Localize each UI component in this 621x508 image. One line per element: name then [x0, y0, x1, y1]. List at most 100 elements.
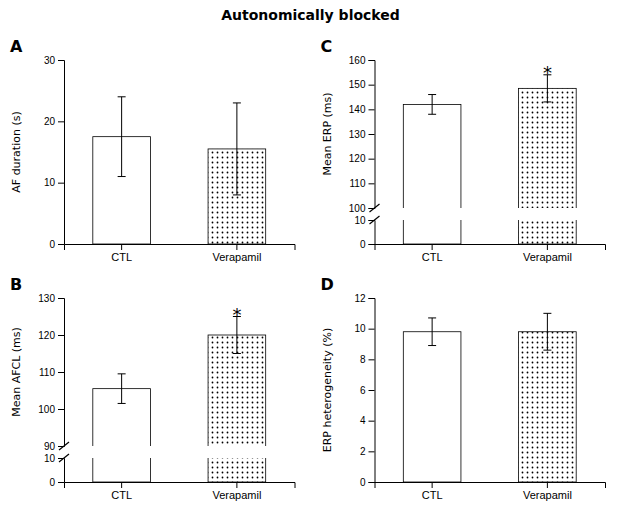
- y-tick-label: 8: [360, 354, 366, 365]
- y-tick-label: 110: [350, 178, 366, 189]
- y-tick-label: 6: [360, 385, 366, 396]
- y-tick-label: 20: [44, 116, 56, 127]
- chart: Autonomically blocked0102030CTLVerapamil…: [0, 0, 621, 508]
- y-tick: 130: [349, 129, 375, 140]
- y-tick-label: 4: [360, 415, 366, 426]
- y-tick-mark: [58, 482, 64, 483]
- y-tick-label: 10: [44, 453, 56, 464]
- y-tick: 30: [44, 55, 64, 66]
- y-tick: 130: [38, 293, 64, 304]
- y-tick-mark: [369, 60, 375, 61]
- panel-label: A: [10, 37, 23, 56]
- x-tick-label: CTL: [422, 489, 443, 501]
- y-axis-line: [369, 299, 376, 483]
- y-tick-mark: [369, 183, 375, 184]
- bar: [403, 220, 461, 244]
- y-tick-mark: [58, 335, 64, 336]
- y-tick: 160: [349, 55, 375, 66]
- x-axis-line: [65, 245, 296, 251]
- y-axis-line: [58, 61, 65, 245]
- error-bar: [428, 318, 436, 346]
- bar: [519, 332, 577, 482]
- plot-area: [93, 97, 266, 244]
- y-axis-line: [58, 459, 65, 483]
- x-tick-label: Verapamil: [523, 489, 572, 501]
- x-tick-mark: [236, 482, 237, 488]
- x-axis-line: [375, 245, 606, 251]
- y-tick-label: 10: [354, 215, 366, 226]
- x-tick-mark: [121, 482, 122, 488]
- x-tick: Verapamil: [523, 482, 572, 501]
- y-tick-label: 100: [349, 203, 366, 214]
- y-tick-mark: [369, 421, 375, 422]
- y-tick-label: 140: [349, 104, 366, 115]
- x-tick: Verapamil: [212, 482, 261, 501]
- y-tick-mark: [369, 85, 375, 86]
- y-axis: 100110120130140150160: [349, 55, 375, 214]
- y-tick-mark: [369, 298, 375, 299]
- y-tick-label: 110: [39, 367, 55, 378]
- panel: 0102030CTLVerapamilAF duration (s)A: [10, 37, 295, 263]
- x-tick: Verapamil: [212, 244, 261, 263]
- axis-break: [370, 204, 380, 212]
- x-tick-label: Verapamil: [212, 489, 261, 501]
- y-tick: 10: [44, 177, 64, 188]
- y-tick: 140: [349, 104, 375, 115]
- y-tick: 110: [39, 367, 64, 378]
- x-axis-line: [65, 483, 296, 489]
- bar: [208, 458, 266, 482]
- y-tick: 4: [360, 415, 375, 426]
- y-tick: 2: [360, 446, 375, 457]
- y-tick: 12: [354, 293, 374, 304]
- y-tick: 0: [360, 239, 375, 250]
- y-axis-title: Mean ERP (ms): [321, 92, 334, 175]
- title: Autonomically blocked: [221, 7, 400, 23]
- x-tick: CTL: [111, 482, 132, 501]
- y-tick: 120: [38, 330, 64, 341]
- y-tick-label: 120: [38, 330, 55, 341]
- y-tick-mark: [369, 390, 375, 391]
- x-axis: CTL Verapamil: [375, 482, 606, 501]
- y-tick-mark: [58, 244, 64, 245]
- y-tick-label: 100: [38, 404, 55, 415]
- x-tick-mark: [547, 482, 548, 488]
- y-tick: 100: [349, 203, 375, 214]
- y-tick-label: 0: [49, 239, 55, 250]
- x-tick: Verapamil: [523, 244, 572, 263]
- x-axis: CTL Verapamil: [375, 244, 606, 263]
- y-tick-mark: [369, 482, 375, 483]
- y-tick: 10: [354, 215, 374, 226]
- y-tick-label: 120: [349, 153, 366, 164]
- plot-area: [403, 75, 576, 208]
- error-bar: [233, 103, 241, 195]
- y-tick: 110: [350, 178, 375, 189]
- bar: [519, 88, 577, 208]
- y-axis-title: Mean AFCL (ms): [10, 327, 23, 417]
- y-axis: 010: [44, 453, 65, 488]
- x-tick-mark: [547, 244, 548, 250]
- x-tick-label: CTL: [111, 489, 132, 501]
- x-axis: CTL Verapamil: [65, 244, 296, 263]
- x-axis: CTL Verapamil: [65, 482, 296, 501]
- plot-area: [403, 313, 576, 482]
- y-tick-mark: [369, 244, 375, 245]
- bar: [93, 458, 151, 482]
- bar: [403, 332, 461, 482]
- y-tick-mark: [58, 121, 64, 122]
- y-tick-label: 2: [360, 446, 366, 457]
- x-tick-label: CTL: [111, 251, 132, 263]
- axis-break: [59, 454, 69, 462]
- y-tick-label: 0: [360, 477, 366, 488]
- y-tick-label: 12: [354, 293, 366, 304]
- y-tick-mark: [369, 134, 375, 135]
- panel-label: D: [321, 275, 334, 294]
- y-tick-label: 130: [349, 129, 366, 140]
- x-tick-label: Verapamil: [212, 251, 261, 263]
- y-axis-line: [369, 61, 376, 209]
- y-tick-mark: [58, 372, 64, 373]
- y-tick-label: 10: [44, 177, 56, 188]
- x-tick-label: CTL: [422, 251, 443, 263]
- axis-break: [59, 442, 69, 450]
- plot-area: [403, 220, 576, 244]
- bar: [519, 220, 577, 244]
